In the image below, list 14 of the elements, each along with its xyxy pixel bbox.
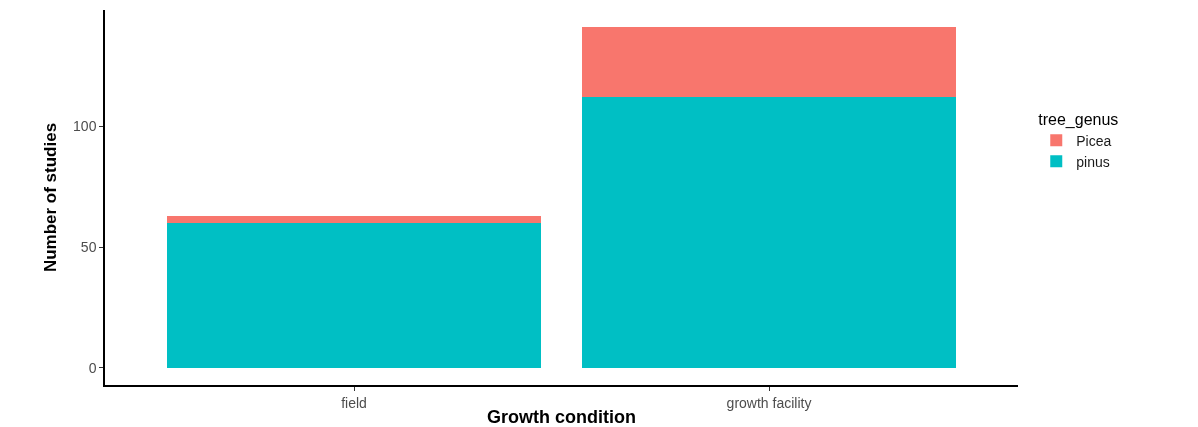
- y-tick-label: 50: [80, 238, 97, 255]
- bar: [582, 27, 956, 98]
- x-tick-label: field: [341, 394, 367, 411]
- bar: [167, 222, 541, 368]
- bar: [167, 215, 541, 223]
- x-axis-title: Growth condition: [487, 407, 636, 427]
- legend-label: pinus: [1076, 153, 1110, 170]
- y-axis-title: Number of studies: [41, 122, 61, 273]
- bar: [582, 97, 956, 368]
- legend-title: tree_genus: [1038, 110, 1119, 129]
- y-tick-label: 100: [73, 118, 97, 135]
- y-tick-label: 0: [88, 359, 97, 376]
- x-tick-label: growth facility: [726, 394, 812, 411]
- legend-label: Picea: [1076, 132, 1112, 149]
